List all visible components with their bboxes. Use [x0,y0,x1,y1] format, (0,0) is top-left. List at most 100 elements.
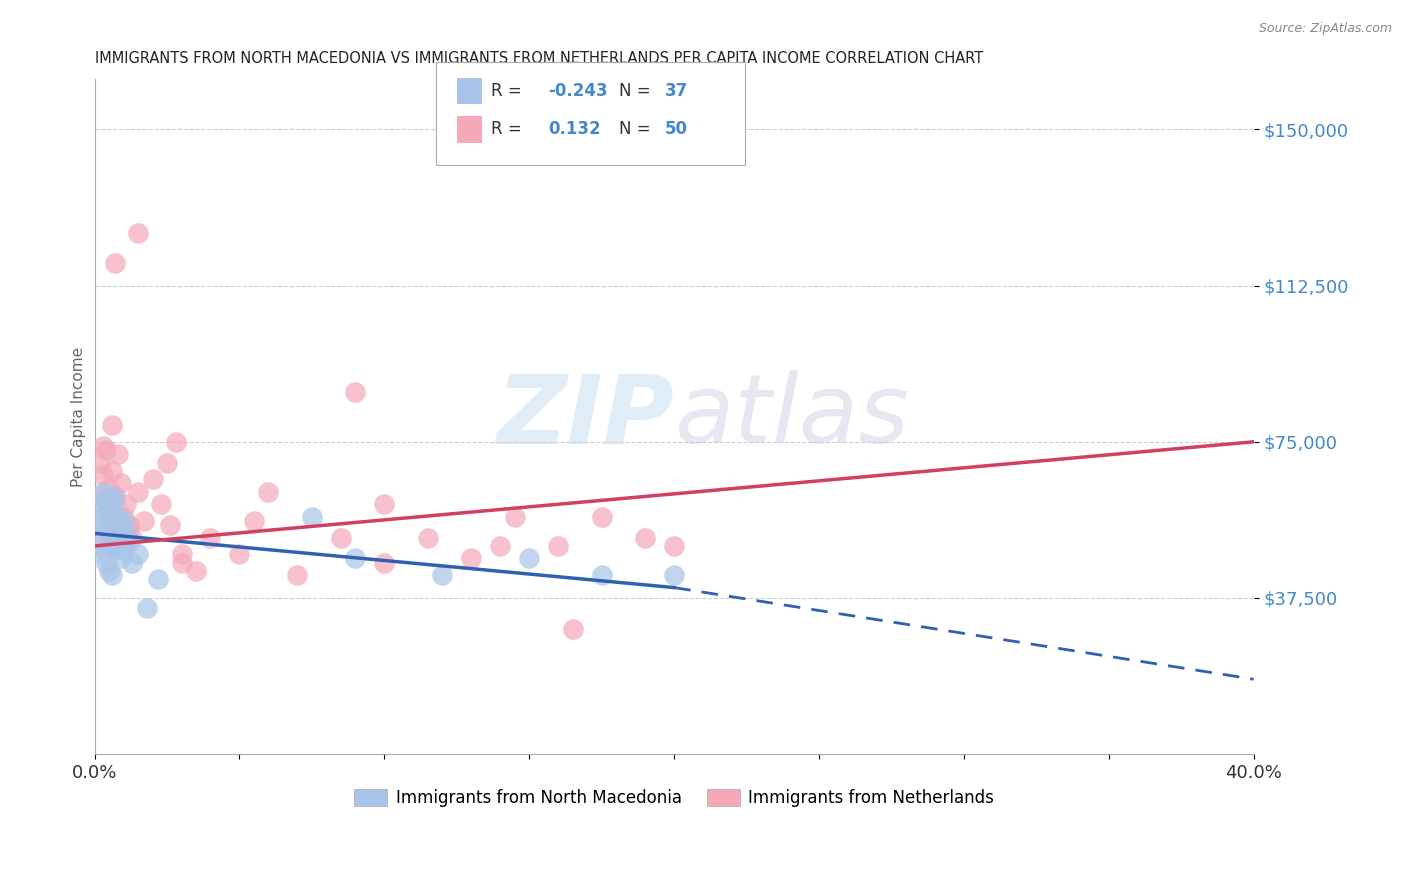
Point [200,531,222,545]
Point [127,227,149,241]
Point [107,447,129,461]
Text: 37: 37 [665,82,689,100]
Point [91,468,114,483]
Point [228,547,250,561]
Point [107,539,129,553]
Point [118,522,141,536]
Point [110,522,132,536]
Point [243,514,266,528]
Point [150,497,173,511]
Point [344,551,367,566]
Point [91,547,114,561]
Point [110,551,132,566]
Point [101,464,124,478]
Point [112,543,135,558]
Point [547,539,569,553]
Point [89,497,111,511]
Point [127,547,149,561]
Point [89,539,111,553]
Point [662,539,685,553]
Point [141,472,163,486]
Point [89,456,111,470]
Point [170,556,193,570]
Point [96,497,118,511]
Point [101,539,124,553]
Point [132,514,155,528]
Point [373,556,395,570]
Point [98,564,121,578]
Point [112,514,135,528]
Point [104,518,127,533]
Point [503,509,526,524]
Text: R =: R = [491,120,522,138]
Point [91,439,114,453]
Y-axis label: Per Capita Income: Per Capita Income [72,347,86,487]
Point [107,518,129,533]
Point [517,551,540,566]
Point [432,568,454,582]
Point [591,509,613,524]
Text: atlas: atlas [673,370,910,463]
Point [98,531,121,545]
Point [591,568,613,582]
Point [96,493,118,508]
Text: N =: N = [619,120,650,138]
Point [110,476,132,491]
Point [165,434,187,449]
Point [86,489,108,503]
Point [104,255,127,269]
Point [115,497,138,511]
Point [287,568,309,582]
Point [170,547,193,561]
Point [121,556,143,570]
Legend: Immigrants from North Macedonia, Immigrants from Netherlands: Immigrants from North Macedonia, Immigra… [347,782,1001,814]
Point [373,497,395,511]
Text: IMMIGRANTS FROM NORTH MACEDONIA VS IMMIGRANTS FROM NETHERLANDS PER CAPITA INCOME: IMMIGRANTS FROM NORTH MACEDONIA VS IMMIG… [94,51,983,66]
Point [98,481,121,495]
Point [96,443,118,458]
Point [634,531,657,545]
Point [112,509,135,524]
Point [104,493,127,508]
Point [184,564,207,578]
Point [101,568,124,582]
Point [98,501,121,516]
Point [104,543,127,558]
Point [489,539,512,553]
Point [257,484,280,499]
Text: 0.132: 0.132 [548,120,600,138]
Point [301,509,323,524]
Text: 50: 50 [665,120,688,138]
Point [135,601,157,615]
Point [96,556,118,570]
Point [86,518,108,533]
Point [96,522,118,536]
Point [104,489,127,503]
Text: ZIP: ZIP [496,370,673,463]
Point [118,534,141,549]
Point [561,622,583,636]
Text: -0.243: -0.243 [548,82,607,100]
Point [416,531,439,545]
Point [101,514,124,528]
Point [127,484,149,499]
Point [344,384,367,399]
Text: N =: N = [619,82,650,100]
Point [662,568,685,582]
Point [89,531,111,545]
Point [460,551,482,566]
Point [101,489,124,503]
Point [115,526,138,541]
Point [91,509,114,524]
Point [121,531,143,545]
Point [156,456,179,470]
Text: R =: R = [491,82,522,100]
Point [107,509,129,524]
Point [91,484,114,499]
Text: Source: ZipAtlas.com: Source: ZipAtlas.com [1258,22,1392,36]
Point [118,518,141,533]
Point [159,518,181,533]
Point [329,531,352,545]
Point [101,418,124,433]
Point [148,572,170,586]
